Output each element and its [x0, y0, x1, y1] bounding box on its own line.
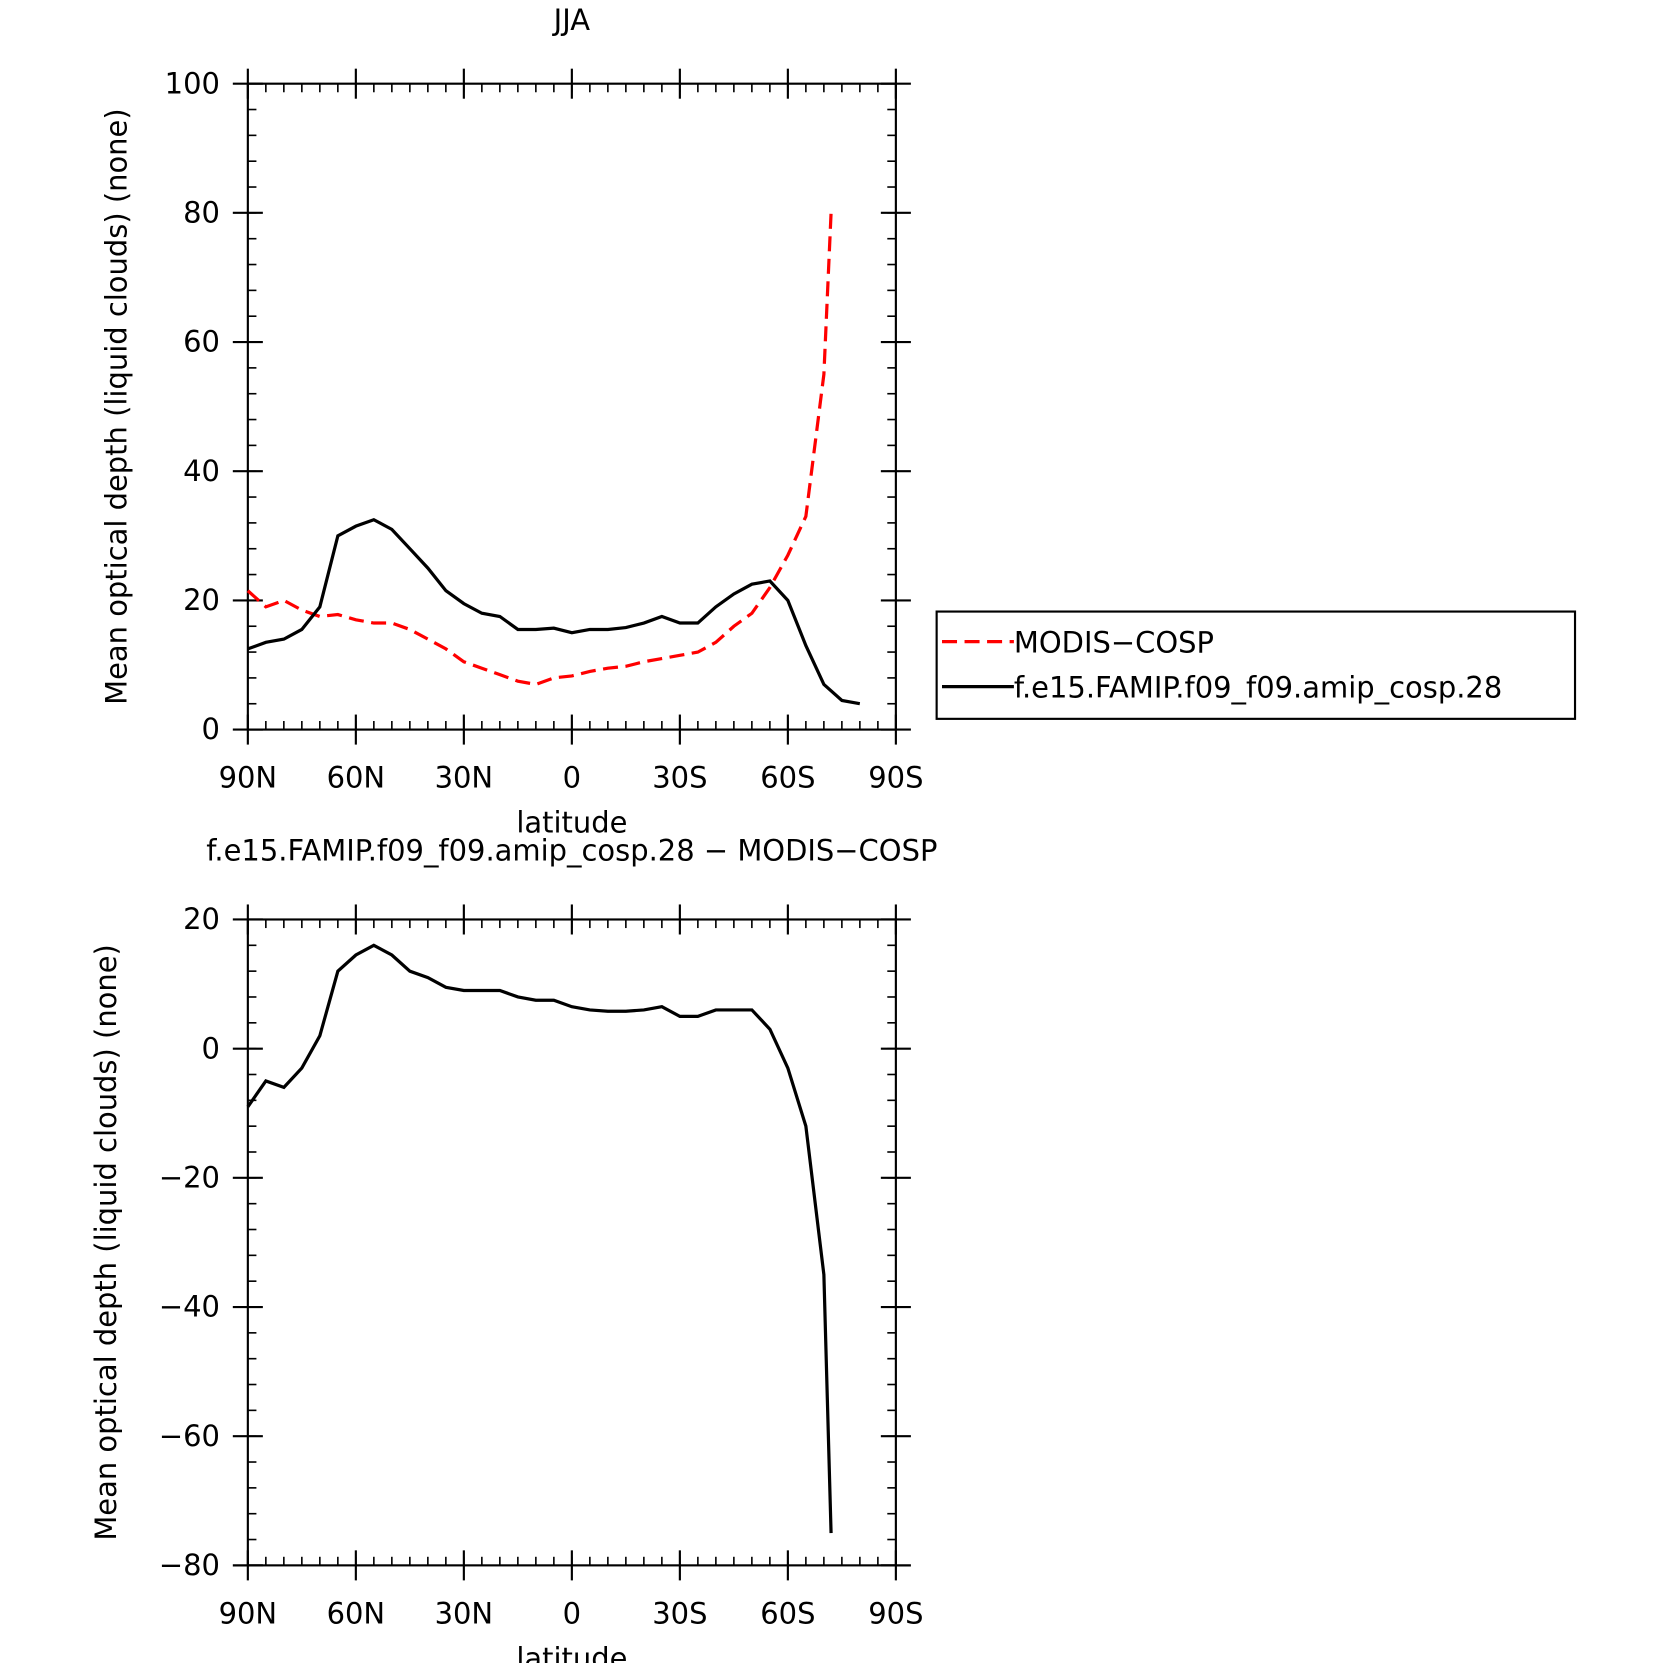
data-line: [247, 517, 861, 706]
y-tick-label: 0: [202, 1031, 220, 1065]
x-tick-label: 30S: [652, 761, 707, 795]
x-tick-label: 0: [563, 1596, 581, 1630]
y-tick-label: 100: [165, 66, 220, 100]
y-tick-label: 60: [183, 325, 220, 359]
y-tick-label: −80: [159, 1548, 220, 1582]
x-tick-label: 60N: [327, 1596, 386, 1630]
plot-frame: [246, 918, 897, 1567]
x-axis-label: latitude: [516, 1641, 627, 1663]
x-tick-label: 90N: [219, 1596, 278, 1630]
x-tick-label: 30S: [652, 1596, 707, 1630]
x-tick-label: 60S: [760, 761, 815, 795]
legend-label: f.e15.FAMIP.f09_f09.amip_cosp.28: [1014, 670, 1502, 704]
x-tick-label: 90N: [219, 761, 278, 795]
x-tick-label: 90S: [868, 761, 923, 795]
legend-box: [935, 610, 1577, 720]
x-tick-label: 60N: [327, 761, 386, 795]
x-tick-label: 30N: [435, 1596, 494, 1630]
x-tick-label: 90S: [868, 1596, 923, 1630]
y-tick-label: 20: [183, 902, 220, 936]
y-tick-label: −40: [159, 1290, 220, 1324]
chart-title: JJA: [552, 3, 591, 37]
y-axis-label: Mean optical depth (liquid clouds) (none…: [100, 108, 134, 705]
x-tick-label: 60S: [760, 1596, 815, 1630]
y-tick-label: 80: [183, 196, 220, 230]
chart-title: f.e15.FAMIP.f09_f09.amip_cosp.28 − MODIS…: [206, 833, 937, 867]
y-axis-label: Mean optical depth (liquid clouds) (none…: [89, 944, 123, 1541]
data-line: [246, 212, 833, 687]
legend-label: MODIS−COSP: [1014, 625, 1214, 659]
y-tick-label: 40: [183, 454, 220, 488]
data-line: [246, 943, 833, 1534]
x-axis-label: latitude: [516, 806, 627, 840]
x-tick-label: 30N: [435, 761, 494, 795]
y-tick-label: −20: [159, 1160, 220, 1194]
y-tick-label: 20: [183, 583, 220, 617]
y-tick-label: −60: [159, 1419, 220, 1453]
x-tick-label: 0: [563, 761, 581, 795]
y-tick-label: 0: [202, 712, 220, 746]
